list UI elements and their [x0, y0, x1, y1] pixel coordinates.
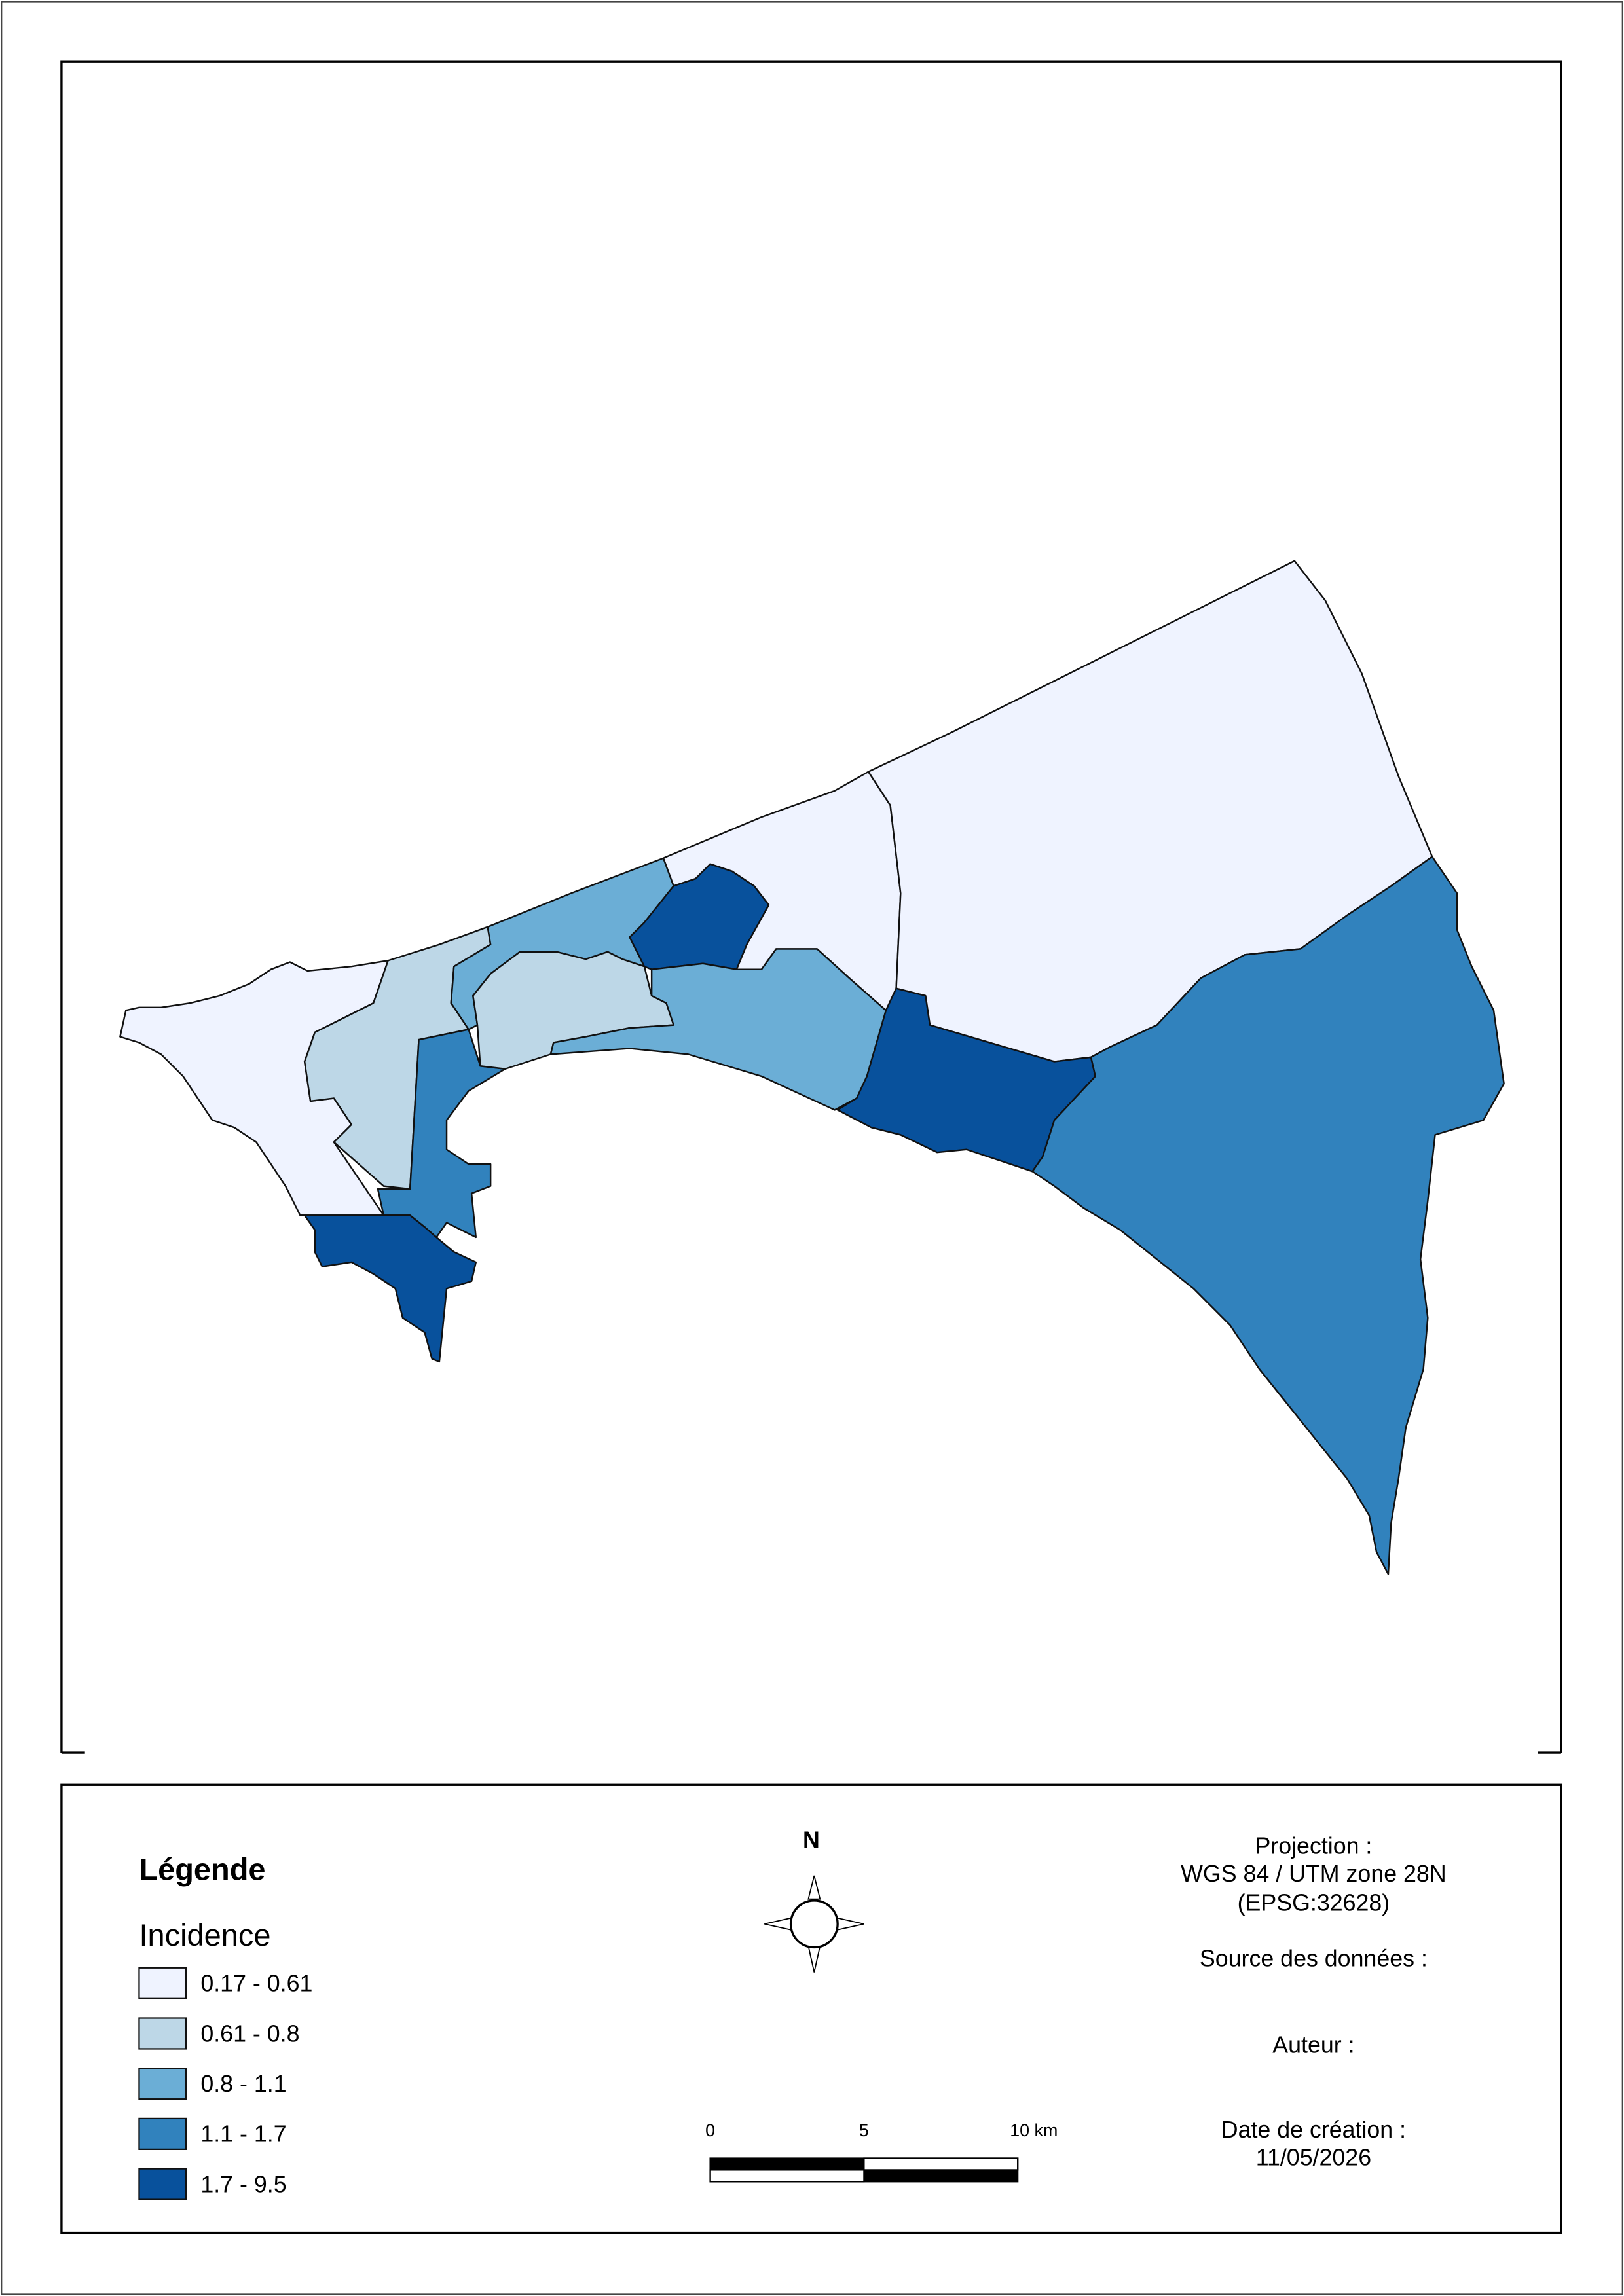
- legend-swatch: [138, 2068, 187, 2100]
- north-label: N: [803, 1827, 820, 1853]
- projection-label: Projection :: [1255, 1832, 1372, 1859]
- source-label: Source des données :: [1200, 1946, 1428, 1972]
- projection-name: WGS 84 / UTM zone 28N: [1181, 1861, 1446, 1887]
- scale-bar: [709, 2157, 1019, 2183]
- legend-subtitle: Incidence: [139, 1918, 270, 1952]
- legend-label: 1.1 - 1.7: [200, 2121, 286, 2147]
- regions: [119, 560, 1505, 1575]
- scale-label: 5: [859, 2121, 869, 2140]
- legend-label: 1.7 - 9.5: [200, 2171, 286, 2197]
- legend-label: 0.17 - 0.61: [200, 1971, 312, 1997]
- legend-label: 0.61 - 0.8: [200, 2020, 299, 2047]
- north-arrow: [764, 1875, 864, 1973]
- region: [836, 987, 1096, 1173]
- date-label: Date de création :: [1221, 2117, 1406, 2143]
- scale-label: 10 km: [1010, 2121, 1058, 2140]
- legend-label: 0.8 - 1.1: [200, 2071, 286, 2097]
- scale-label: 0: [705, 2121, 715, 2140]
- legend-swatch: [138, 2117, 187, 2150]
- legend-swatch: [138, 2017, 187, 2050]
- legend-items: 0.17 - 0.61 0.61 - 0.8 0.8 - 1.1 1.1 - 1.7 1…: [138, 1967, 312, 2200]
- author-label: Auteur :: [1272, 2032, 1354, 2058]
- map-frame: [60, 60, 1562, 1754]
- region: [299, 1214, 477, 1363]
- legend-title: Légende: [139, 1852, 265, 1887]
- projection-code: (EPSG:32628): [1238, 1890, 1390, 1916]
- region: [1031, 856, 1505, 1575]
- legend-swatch: [138, 2168, 187, 2200]
- legend-swatch: [138, 1967, 187, 1999]
- date: 11/05/2026: [1256, 2145, 1371, 2171]
